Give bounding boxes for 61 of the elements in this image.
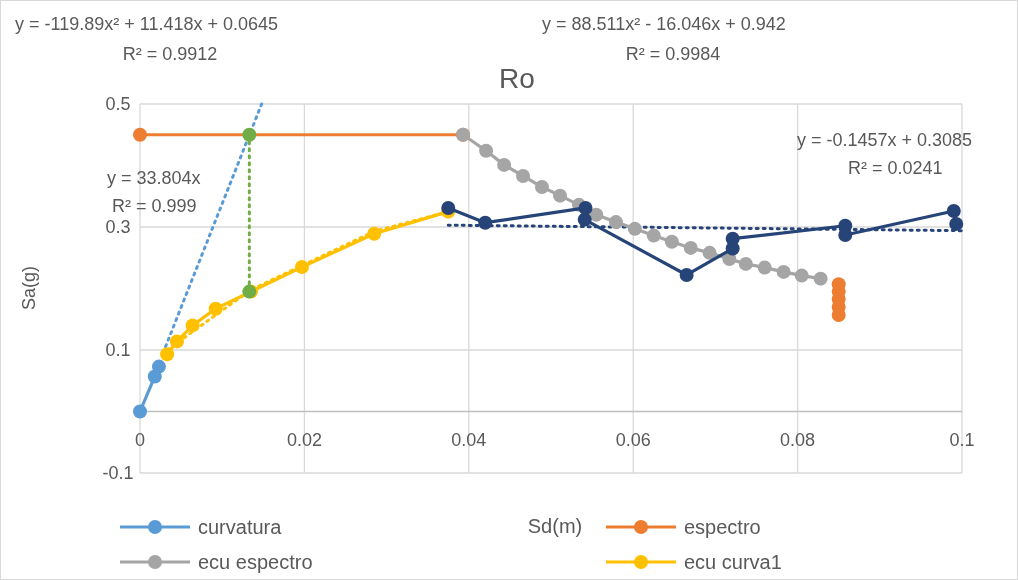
point	[151, 359, 166, 374]
point	[757, 260, 772, 275]
point	[589, 207, 604, 222]
annotation: y = 33.804x	[107, 168, 201, 188]
x-tick-label: 0	[134, 429, 146, 450]
point	[646, 228, 661, 243]
chart-title: Ro	[499, 63, 535, 94]
point	[133, 127, 147, 142]
annotation: R² = 0.999	[112, 196, 197, 216]
text: y = 88.511x² - 16.046x + 0.942	[542, 14, 786, 34]
point	[608, 215, 623, 230]
point	[294, 259, 309, 274]
point	[133, 404, 147, 419]
point	[794, 268, 809, 283]
y-tick-label: 0.1	[105, 340, 131, 360]
y-tick-label: -0.1	[102, 463, 134, 483]
x-tick-label: 0.08	[780, 429, 816, 450]
x-tick-label: 0.04	[451, 429, 487, 450]
y-tick-label: 0.5	[105, 94, 131, 114]
point	[838, 228, 853, 242]
point	[577, 212, 592, 227]
point	[949, 216, 964, 231]
point	[946, 204, 961, 219]
x-tick-label: 0.1	[949, 429, 975, 450]
legend-label: ecu espectro	[198, 551, 313, 573]
point	[738, 256, 753, 271]
text: R² = 0.9912	[122, 44, 218, 64]
point	[725, 231, 740, 246]
point	[208, 301, 223, 316]
point	[478, 215, 493, 230]
y-axis-title: Sa(g)	[19, 265, 39, 311]
x-axis-title: Sd(m)	[527, 515, 583, 537]
point	[497, 157, 512, 172]
point	[242, 127, 257, 142]
point	[553, 188, 568, 203]
point	[441, 200, 456, 215]
point	[683, 240, 698, 255]
point	[627, 221, 642, 236]
legend-label: curvatura	[198, 516, 283, 538]
legend-label: ecu curva1	[684, 551, 782, 573]
text: y = -119.89x² + 11.418x + 0.0645	[15, 14, 279, 34]
point	[664, 234, 679, 249]
annotation: R² = 0.0241	[848, 158, 943, 178]
point	[776, 264, 791, 279]
x-tick-label: 0.06	[615, 429, 651, 450]
y-tick-label: 0.3	[105, 217, 131, 237]
point	[185, 318, 200, 333]
point	[813, 271, 828, 286]
point	[479, 143, 494, 158]
point	[534, 180, 549, 195]
x-tick-label: 0.02	[286, 429, 322, 450]
point	[367, 226, 382, 241]
point	[160, 347, 175, 362]
point	[169, 334, 184, 349]
point	[578, 200, 593, 215]
point	[516, 168, 531, 183]
point	[679, 267, 694, 282]
point	[702, 245, 717, 260]
legend-label: espectro	[684, 516, 761, 538]
annotation: y = -0.1457x + 0.3085	[797, 130, 973, 150]
text: R² = 0.9984	[625, 44, 721, 64]
